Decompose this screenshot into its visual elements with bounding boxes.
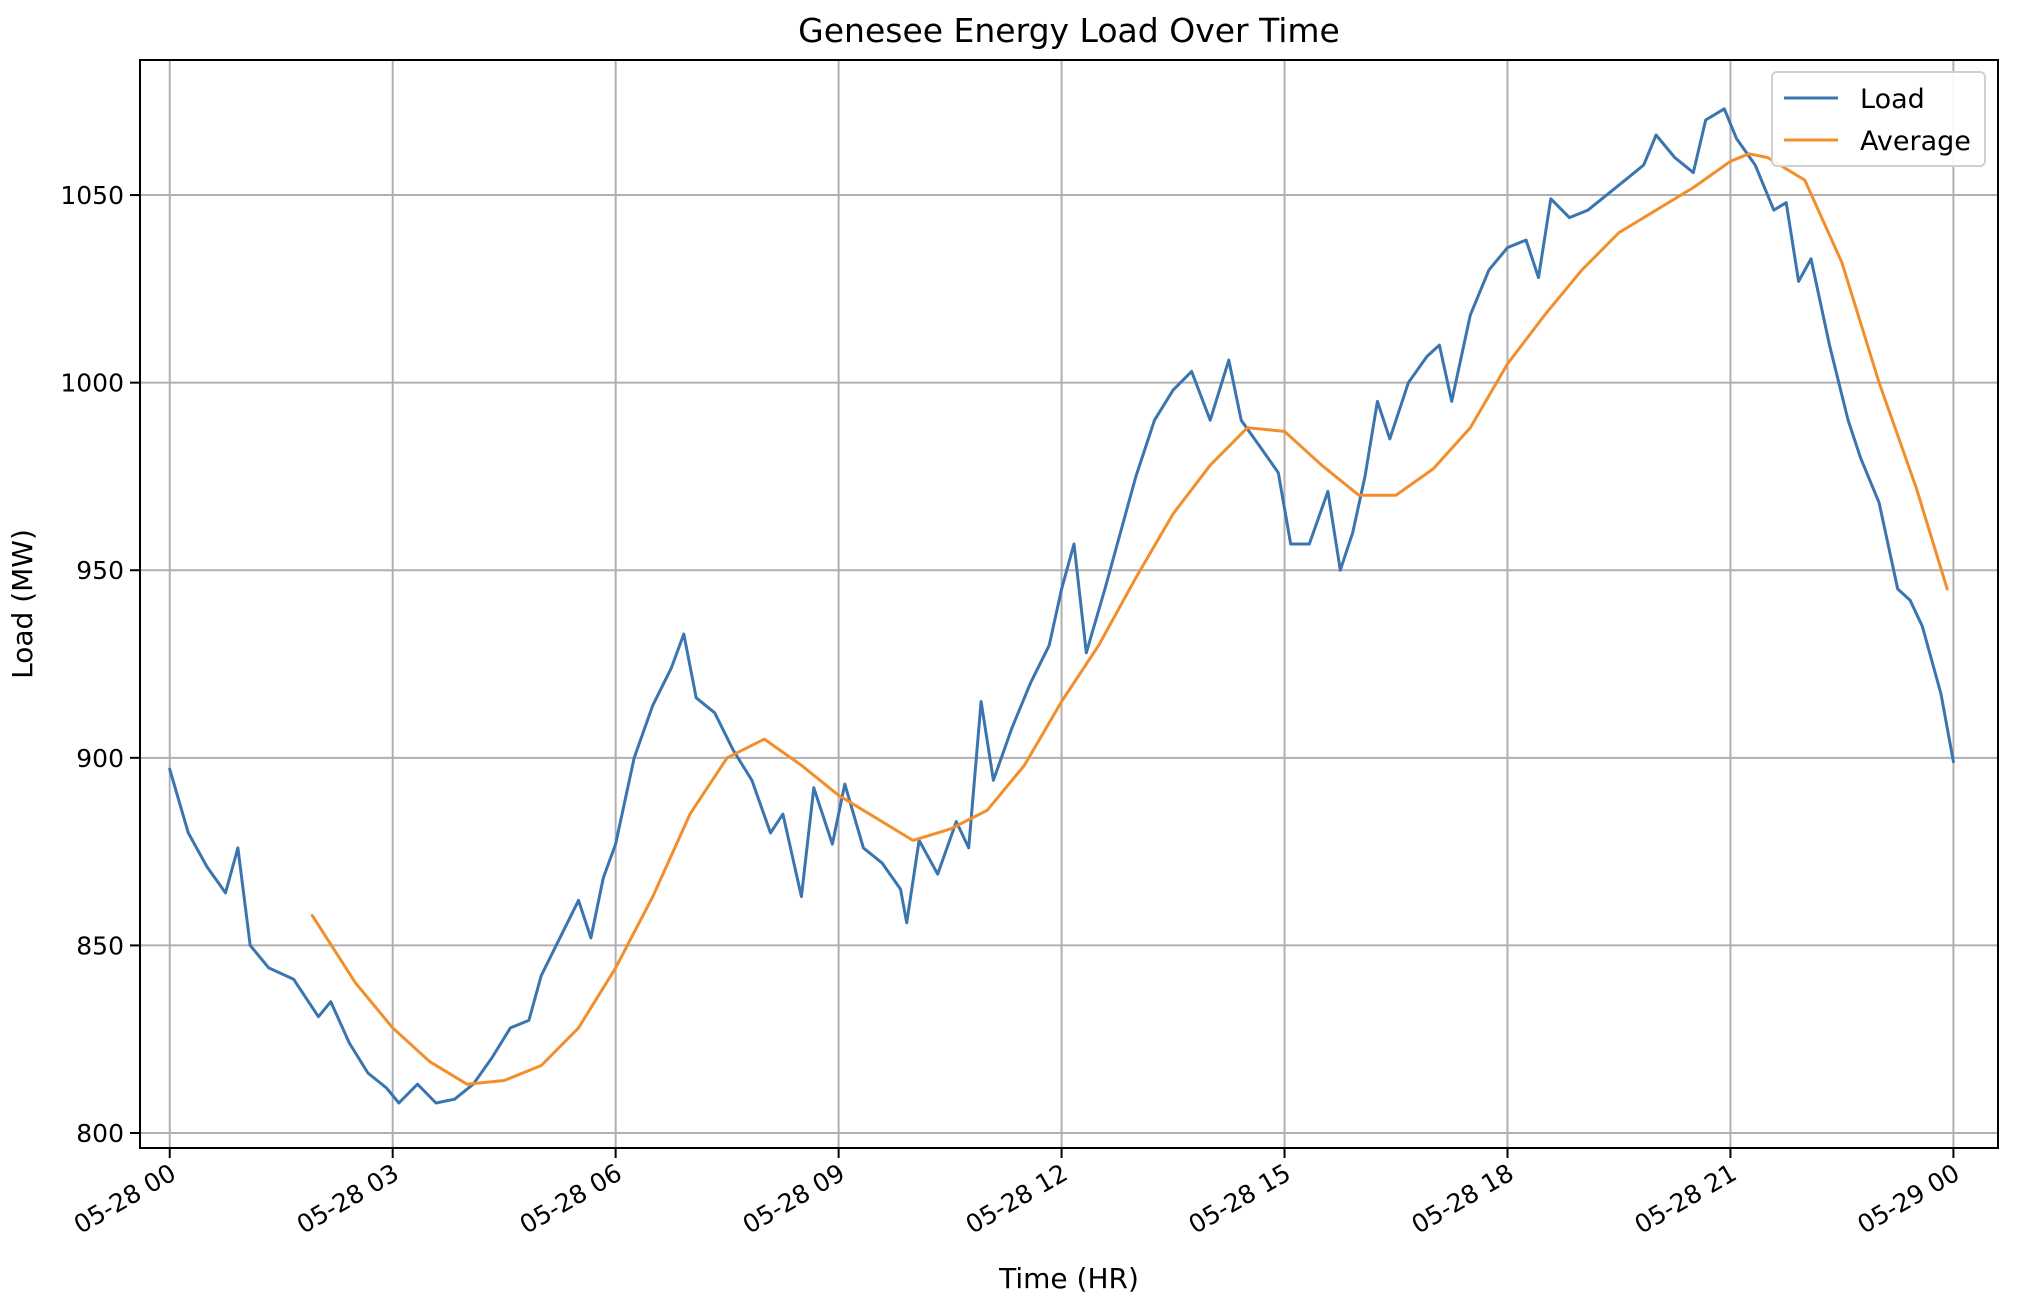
y-tick-label: 850 [76,931,124,960]
y-tick-label: 1000 [60,369,124,398]
legend-label-load: Load [1860,84,1925,115]
series-line-average [310,152,1949,1086]
legend-box [1771,71,1986,167]
legend: Load Average [1771,71,1986,167]
plot-frame [139,59,1999,1149]
series-line-load [168,107,1955,1105]
legend-label-average: Average [1860,126,1971,157]
series-layer [168,107,1955,1105]
grid [140,60,1998,1148]
x-axis-label: Time (HR) [998,1262,1139,1295]
y-tick-label: 800 [76,1119,124,1148]
y-tick-label: 950 [76,556,124,585]
y-tick-label: 900 [76,744,124,773]
y-axis-label: Load (MW) [6,529,39,679]
chart-title: Genesee Energy Load Over Time [798,11,1340,50]
y-axis-ticks: 800 850 900 950 1000 1050 [60,181,140,1148]
y-tick-label: 1050 [60,181,124,210]
